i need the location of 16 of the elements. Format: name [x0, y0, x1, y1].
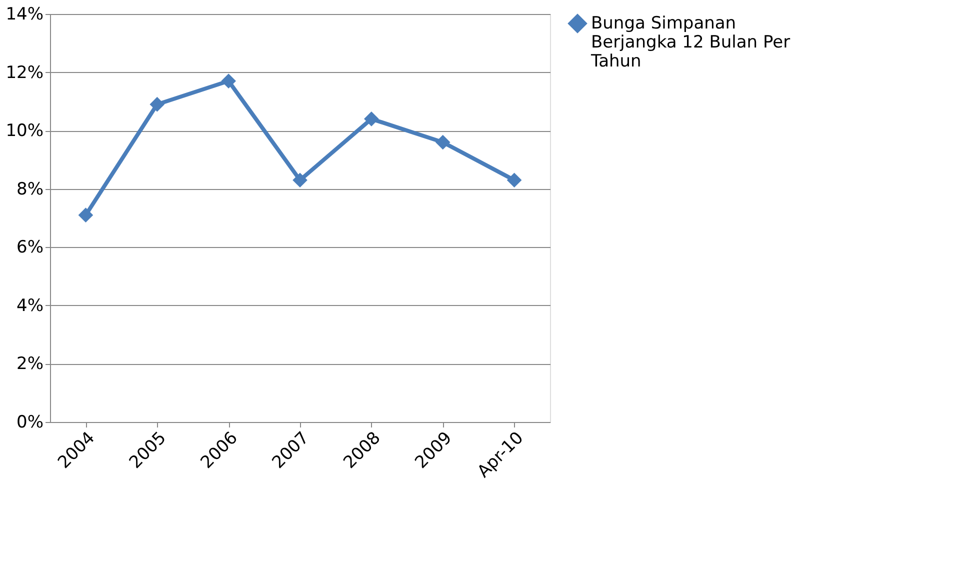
- y-tick-label: 12%: [6, 62, 44, 83]
- point: [364, 112, 379, 126]
- point: [506, 172, 522, 188]
- legend-label: Bunga Simpanan Berjangka 12 Bulan Per Tahun: [590, 14, 790, 72]
- y-tick-label: 6%: [16, 238, 44, 258]
- y-tick-label: 14%: [6, 4, 44, 24]
- point: [221, 74, 236, 88]
- y-tick-label: 8%: [16, 179, 44, 200]
- point: [150, 96, 165, 112]
- y-tick-label: 4%: [16, 296, 44, 316]
- point: [292, 172, 308, 188]
- y-tick-label: 2%: [16, 354, 44, 374]
- point: [78, 208, 94, 222]
- point: [435, 134, 450, 150]
- y-tick-label: 10%: [6, 121, 44, 142]
- y-tick-label: 0%: [16, 412, 44, 432]
